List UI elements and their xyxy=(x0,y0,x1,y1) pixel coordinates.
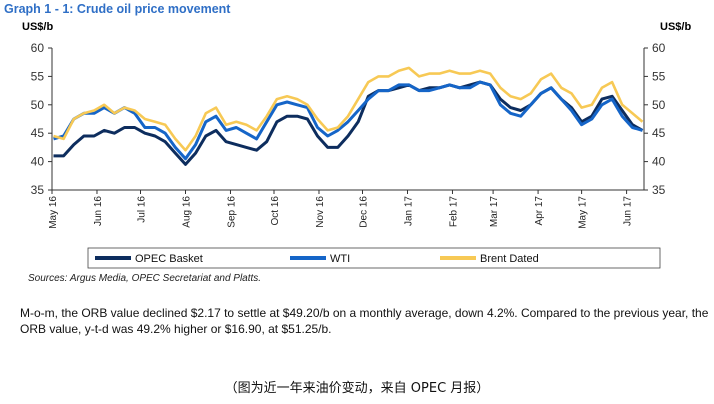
legend-box xyxy=(87,247,661,269)
chart-title: Graph 1 - 1: Crude oil price movement xyxy=(4,2,231,16)
y-tick-label-left: 45 xyxy=(31,126,45,140)
series-line-wti xyxy=(53,80,643,161)
x-tick-label: Jul 16 xyxy=(137,196,148,223)
legend-label: OPEC Basket xyxy=(135,253,203,265)
y-tick-label-left: 35 xyxy=(31,183,45,197)
x-tick-label: Jan 17 xyxy=(403,196,414,226)
x-tick-label: Nov 16 xyxy=(315,196,326,228)
series-line-brent-dated xyxy=(53,66,644,152)
x-tick-label: Apr 17 xyxy=(534,196,545,226)
y-tick-label-left: 60 xyxy=(31,41,45,55)
y-tick-label-left: 50 xyxy=(31,98,45,112)
x-tick-label: Jun 17 xyxy=(623,196,634,226)
y-tick-label-right: 40 xyxy=(652,155,666,169)
x-tick-label: Oct 16 xyxy=(270,196,281,226)
y-tick-label-right: 35 xyxy=(652,183,666,197)
x-tick-label: Jun 16 xyxy=(93,196,104,226)
legend-label: Brent Dated xyxy=(480,253,539,265)
y-tick-label-left: 55 xyxy=(31,69,45,83)
x-tick-label: Aug 16 xyxy=(181,196,192,228)
x-tick-label: Sep 16 xyxy=(226,196,237,228)
y-axis-label-right: US$/b xyxy=(660,21,692,33)
price-chart: 35 35 40 40 45 45 50 50 55 55 60 60 May 16 Jun 16 Jul … xyxy=(31,41,666,269)
y-tick-label-right: 60 xyxy=(652,41,666,55)
x-tick-label: Dec 16 xyxy=(359,196,370,228)
y-tick-label-right: 50 xyxy=(652,98,666,112)
x-tick-label: May 16 xyxy=(48,196,59,229)
source-note: Sources: Argus Media, OPEC Secretariat a… xyxy=(28,273,262,284)
caption: （图为近一年来油价变动，来自 OPEC 月报） xyxy=(224,381,490,396)
x-tick-label: Feb 17 xyxy=(448,196,459,228)
y-tick-label-right: 45 xyxy=(652,126,666,140)
x-tick-label: May 17 xyxy=(578,196,589,229)
legend-label: WTI xyxy=(330,253,350,265)
y-tick-label-left: 40 xyxy=(31,155,45,169)
x-tick-label: Mar 17 xyxy=(489,196,500,228)
y-axis-label-left: US$/b xyxy=(22,21,54,33)
y-tick-label-right: 55 xyxy=(652,69,666,83)
body-paragraph: M-o-m, the ORB value declined $2.17 to s… xyxy=(20,306,709,336)
